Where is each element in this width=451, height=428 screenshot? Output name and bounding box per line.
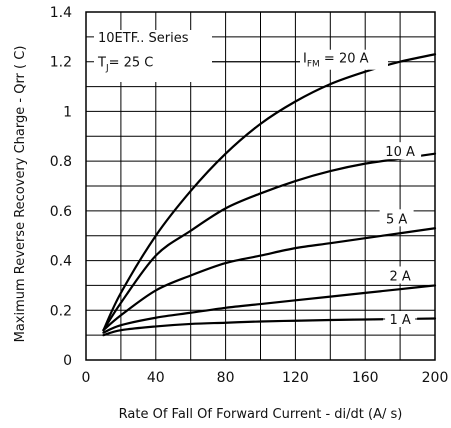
series-label: 2 A — [389, 269, 410, 284]
ifm-symbol: I — [303, 52, 307, 67]
temperature-annotation: TJ= 25 C — [97, 56, 153, 74]
curves — [102, 53, 437, 337]
plot-frame — [85, 11, 436, 361]
temp-subscript: J — [105, 64, 109, 74]
ifm-label-background — [300, 49, 388, 70]
curve-series-2 — [102, 152, 437, 332]
curve-series-4 — [102, 284, 437, 334]
annotation-background — [94, 30, 212, 82]
y-tick-label: 1 — [63, 104, 72, 120]
series-label: 10 A — [385, 145, 415, 160]
x-axis-title: Rate Of Fall Of Forward Current - di/dt … — [119, 407, 403, 422]
y-tick-label: 0.4 — [50, 254, 72, 270]
ifm-value: = 20 A — [320, 52, 369, 67]
series-label-background — [383, 310, 418, 327]
curve-series-1 — [102, 53, 437, 332]
y-tick-label: 1.4 — [50, 5, 72, 21]
x-tick-label: 80 — [217, 370, 235, 386]
temp-symbol: T — [97, 56, 106, 71]
series-labels: 10 A 5 A 2 A 1 A — [369, 142, 432, 328]
x-tick-label: 160 — [352, 370, 379, 386]
ifm-subscript: FM — [307, 60, 320, 70]
y-tick-label: 0.8 — [50, 154, 72, 170]
y-axis-title: Maximum Reverse Recovery Charge - Qrr ( … — [13, 46, 28, 343]
ifm-20a-label: IFM = 20 A — [303, 52, 369, 70]
x-tick-label: 40 — [147, 370, 165, 386]
series-label-background — [383, 266, 418, 284]
y-tick-label: 0.6 — [50, 204, 72, 220]
series-label: 5 A — [386, 212, 407, 227]
y-tick-label: 0.2 — [50, 303, 72, 319]
series-label-background — [379, 142, 422, 160]
tick-labels: 0 40 80 120 160 200 0 0.2 0.4 0.6 0.8 1 1.2 1.4 — [50, 5, 449, 386]
temp-value: = 25 C — [109, 56, 154, 71]
series-annotation: 10ETF.. Series — [98, 31, 189, 46]
series-label: 1 A — [389, 313, 410, 328]
x-tick-label: 0 — [82, 370, 91, 386]
y-tick-label: 0 — [63, 353, 72, 369]
x-tick-label: 200 — [422, 370, 449, 386]
x-tick-label: 120 — [282, 370, 309, 386]
series-label-background — [379, 209, 414, 227]
y-tick-label: 1.2 — [50, 55, 72, 71]
curve-series-3 — [102, 227, 437, 332]
